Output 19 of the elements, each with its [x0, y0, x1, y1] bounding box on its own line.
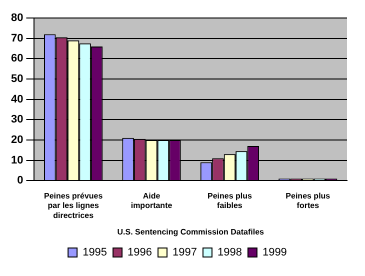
legend-label: 1998 [217, 246, 242, 259]
y-tick-label: 40 [10, 93, 24, 106]
legend-label: 1997 [172, 246, 197, 259]
y-tick-label: 0 [17, 174, 24, 187]
y-tick-label: 20 [10, 134, 24, 146]
x-tick-label: Aide importante [130, 192, 173, 210]
legend-label: 1996 [128, 246, 152, 259]
legend-label: 1995 [82, 246, 108, 259]
legend-label: 1999 [262, 246, 287, 259]
x-axis-title: U.S. Sentencing Commission Datafiles [117, 227, 265, 236]
y-tick-label: 60 [10, 52, 24, 65]
y-tick-label: 30 [10, 114, 24, 126]
y-tick-label: 10 [10, 154, 24, 166]
x-tick-label: Peines prévues par les lignes directrices [44, 192, 104, 220]
y-tick-label: 80 [10, 12, 24, 24]
x-tick-label: Peines plus faibles [207, 192, 252, 210]
y-tick-label: 50 [10, 73, 24, 86]
x-tick-label: Peines plus fortes [286, 192, 331, 210]
y-tick-label: 70 [10, 32, 24, 44]
